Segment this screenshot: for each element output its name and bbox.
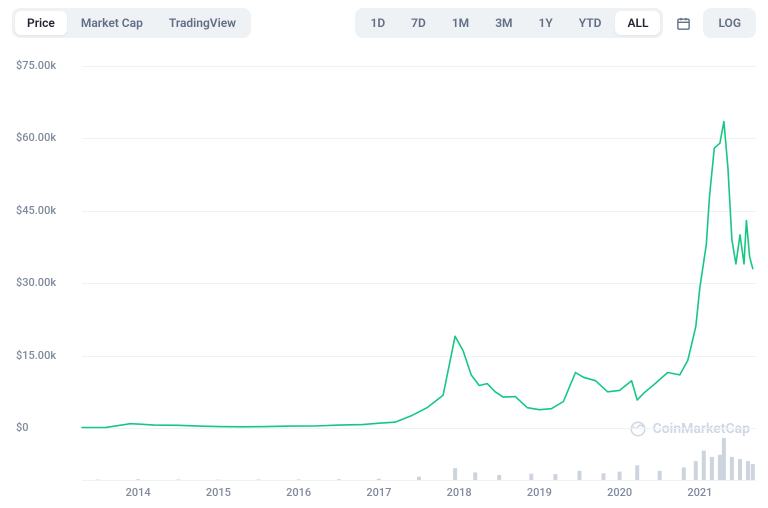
range-tab-1d[interactable]: 1D [358,11,397,35]
chart-toolbar: PriceMarket CapTradingView 1D7D1M3M1YYTD… [0,0,768,46]
range-tab-1y[interactable]: 1Y [527,11,565,35]
view-tab-market-cap[interactable]: Market Cap [69,11,155,35]
view-tab-price[interactable]: Price [15,11,67,35]
range-tab-all[interactable]: ALL [615,11,660,35]
range-tab-1m[interactable]: 1M [440,11,481,35]
calendar-icon[interactable] [669,9,697,37]
range-tab-3m[interactable]: 3M [483,11,524,35]
range-tabs: 1D7D1M3M1YYTDALL [355,8,663,38]
right-controls: 1D7D1M3M1YYTDALL LOG [355,8,756,38]
log-toggle[interactable]: LOG [706,11,753,35]
chart-svg [0,46,768,508]
price-line [82,122,753,428]
range-tab-ytd[interactable]: YTD [567,11,614,35]
view-tabs: PriceMarket CapTradingView [12,8,251,38]
price-chart: CoinMarketCap $0$15.00k$30.00k$45.00k$60… [0,46,768,508]
view-tab-tradingview[interactable]: TradingView [157,11,248,35]
range-tab-7d[interactable]: 7D [399,11,438,35]
scale-tabs: LOG [703,8,756,38]
